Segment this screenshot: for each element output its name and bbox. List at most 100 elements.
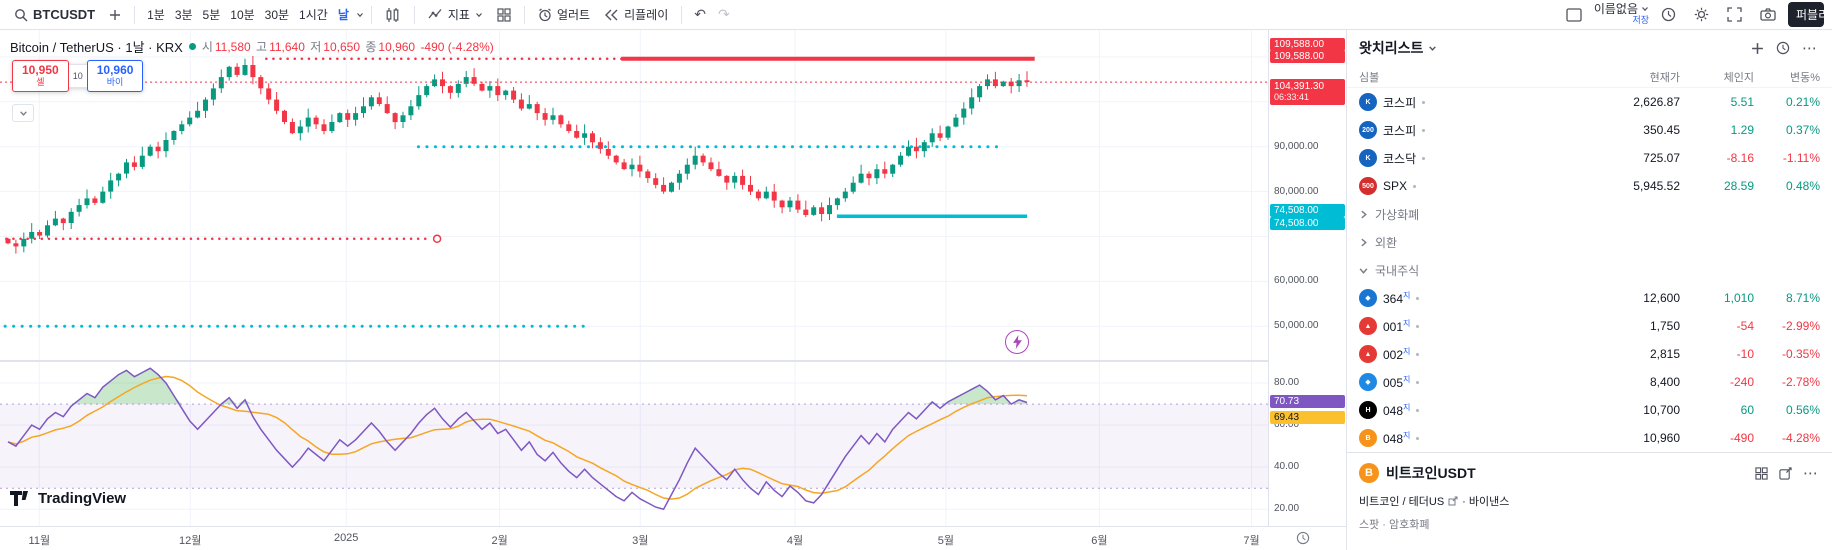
price-scale[interactable]: 90,000.00 80,000.00 60,000.00 50,000.00 109,…: [1268, 30, 1346, 526]
indicators-button[interactable]: 지표: [422, 3, 489, 26]
timezone-button[interactable]: [1296, 531, 1310, 545]
pane-divider[interactable]: [0, 360, 1268, 362]
rsi-line: [7, 367, 1028, 511]
rsi-tick: 20.00: [1274, 503, 1300, 515]
symbol-detail-panel: B 비트코인USDT ⋯ 비트코인 / 테더US · 바이낸스 스팟 · 암호화…: [1347, 452, 1832, 550]
alert-button[interactable]: 얼러트: [532, 3, 596, 26]
symbol-name: 364지: [1383, 291, 1411, 306]
watchlist-alerts-button[interactable]: [1773, 38, 1793, 58]
publish-button[interactable]: 퍼블리시: [1788, 2, 1824, 27]
market-dot-icon: [1416, 296, 1420, 300]
replay-button[interactable]: 리플레이: [598, 3, 674, 26]
external-link-icon: [1448, 496, 1458, 506]
sell-button[interactable]: 10,950 셀: [12, 60, 69, 92]
watchlist-more-button[interactable]: ⋯: [1802, 40, 1817, 57]
column-symbol[interactable]: 심볼: [1359, 71, 1380, 84]
top-toolbar: BTCUSDT 1분 3분 5분 10분 30분 1시간 날 지표 얼러트 리플레이 ↶ ↷…: [0, 0, 1832, 30]
last-price: 2,815: [1649, 347, 1680, 361]
quick-search-button[interactable]: [1655, 4, 1682, 25]
interval-10분[interactable]: 10분: [230, 8, 255, 22]
column-change-pct[interactable]: 변동%: [1789, 71, 1820, 84]
watchlist-section-국내주식[interactable]: 국내주식: [1347, 256, 1832, 284]
rsi-tick: 80.00: [1274, 377, 1300, 388]
symbol-name: BTCUSDT: [33, 7, 96, 22]
clock-icon: [1296, 531, 1310, 545]
watchlist-row-048[interactable]: B 048지 10,960 -490 -4.28%: [1347, 424, 1832, 452]
fullscreen-button[interactable]: [1721, 4, 1748, 25]
panel-edit-button[interactable]: [1777, 465, 1794, 482]
buy-button[interactable]: 10,960 바이: [86, 60, 144, 92]
snapshot-button[interactable]: [1754, 5, 1782, 24]
symbol-name: 048지: [1383, 403, 1411, 418]
watchlist-section-외환[interactable]: 외환: [1347, 228, 1832, 256]
interval-1분[interactable]: 1분: [147, 8, 165, 22]
undo-button[interactable]: ↶: [694, 6, 706, 22]
watchlist-row-048[interactable]: H 048지 10,700 60 0.56%: [1347, 396, 1832, 424]
watchlist-row-코스피[interactable]: K 코스피 2,626.87 5.51 0.21%: [1347, 88, 1832, 116]
legend-collapse-button[interactable]: [12, 104, 34, 122]
panel-grid-button[interactable]: [1753, 465, 1770, 482]
last-price: 2,626.87: [1633, 95, 1680, 109]
watchlist-header: 왓치리스트 ⋯: [1347, 30, 1832, 66]
symbol-name: 005지: [1383, 375, 1411, 390]
redo-button[interactable]: ↷: [717, 6, 730, 22]
watchlist-row-코스닥[interactable]: K 코스닥 725.07 -8.16 -1.11%: [1347, 144, 1832, 172]
buy-price: 10,960: [96, 63, 134, 77]
interval-30분[interactable]: 30분: [264, 8, 290, 22]
watchlist-row-001[interactable]: ▲ 001지 1,750 -54 -2.99%: [1347, 312, 1832, 340]
change-value: -490 (-4.28%): [420, 40, 494, 54]
interval-날[interactable]: 날: [337, 8, 349, 22]
symbol-name: 001지: [1383, 319, 1411, 334]
symbol-search-button[interactable]: BTCUSDT: [8, 4, 101, 25]
save-status-label: 저장: [1632, 14, 1649, 25]
rsi-pane-canvas[interactable]: [0, 362, 1268, 526]
buy-label: 바이: [106, 77, 124, 87]
panel-more-button[interactable]: ⋯: [1803, 465, 1818, 482]
watchlist-rows: K 코스피 2,626.87 5.51 0.21% 200 코스피 350.45 1.29 0.3…: [1347, 88, 1832, 452]
watchlist-section-가상화폐[interactable]: 가상화폐: [1347, 200, 1832, 228]
edit-icon: [1779, 466, 1792, 480]
compare-add-button[interactable]: [103, 6, 127, 24]
symbol-name: SPX: [1383, 179, 1408, 193]
change-percent: -0.35%: [1781, 347, 1820, 361]
section-label: 가상화폐: [1375, 207, 1420, 222]
interval-5분[interactable]: 5분: [202, 8, 221, 22]
quick-trade-button[interactable]: [1005, 330, 1029, 354]
watchlist-row-005[interactable]: ◆ 005지 8,400 -240 -2.78%: [1347, 368, 1832, 396]
interval-3분[interactable]: 3분: [174, 8, 193, 22]
layout-name-button[interactable]: 이름없음 저장: [1594, 3, 1649, 26]
toolbar-divider: [413, 5, 415, 24]
watchlist-row-002[interactable]: ▲ 002지 2,815 -10 -0.35%: [1347, 340, 1832, 368]
add-symbol-button[interactable]: [1748, 39, 1767, 58]
chevron-right-icon: [1361, 210, 1367, 218]
close-label: 종: [365, 40, 377, 54]
symbol-icon: 500: [1359, 177, 1377, 195]
column-last[interactable]: 현재가: [1649, 71, 1680, 84]
multichart-layout-button[interactable]: [1560, 5, 1588, 25]
clock-icon: [1661, 7, 1676, 22]
chart-type-button[interactable]: [379, 5, 407, 25]
column-change[interactable]: 체인지: [1723, 71, 1754, 84]
tradingview-logo[interactable]: TradingView: [10, 490, 126, 507]
last-price: 8,400: [1649, 375, 1680, 389]
chevron-down-icon: [476, 12, 482, 17]
market-dot-icon: [1422, 156, 1426, 160]
time-label-6월: 6월: [1091, 535, 1108, 547]
settings-button[interactable]: [1688, 4, 1715, 25]
interval-1시간[interactable]: 1시간: [299, 8, 328, 22]
interval-dropdown-chevron-icon[interactable]: [356, 11, 364, 19]
main-chart-canvas[interactable]: [0, 30, 1268, 360]
change-percent: 0.37%: [1785, 123, 1820, 137]
templates-button[interactable]: [491, 5, 517, 25]
watchlist-row-SPX[interactable]: 500 SPX 5,945.52 28.59 0.48%: [1347, 172, 1832, 200]
market-dot-icon: [1416, 408, 1420, 412]
time-scale[interactable]: 11월 12월 2025 2월 3월 4월 5월 6월 7월: [0, 526, 1346, 550]
bitcoin-icon: B: [1359, 463, 1379, 483]
watchlist-row-364[interactable]: ◆ 364지 12,600 1,010 8.71%: [1347, 284, 1832, 312]
last-price: 725.07: [1643, 151, 1680, 165]
watchlist-row-코스피[interactable]: 200 코스피 350.45 1.29 0.37%: [1347, 116, 1832, 144]
watchlist-title-button[interactable]: 왓치리스트: [1359, 38, 1437, 58]
chevron-down-icon: [19, 110, 27, 116]
